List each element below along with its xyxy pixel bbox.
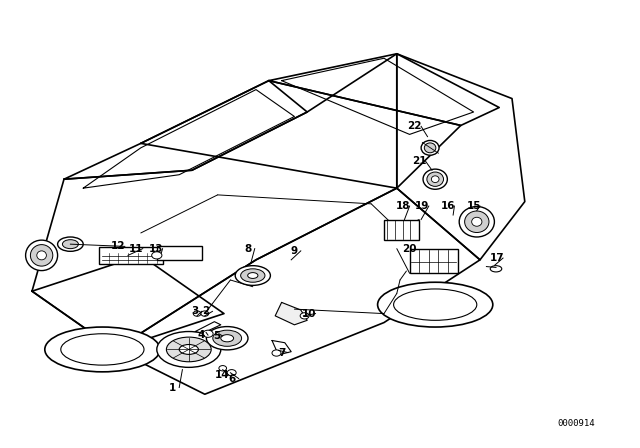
- Polygon shape: [269, 54, 499, 125]
- Text: 1: 1: [169, 383, 177, 392]
- Ellipse shape: [179, 345, 198, 354]
- Ellipse shape: [421, 141, 439, 155]
- Ellipse shape: [394, 289, 477, 320]
- Text: 18: 18: [396, 201, 410, 211]
- Circle shape: [219, 366, 227, 371]
- Circle shape: [227, 370, 236, 376]
- Text: 13: 13: [149, 244, 163, 254]
- FancyBboxPatch shape: [99, 247, 163, 264]
- FancyBboxPatch shape: [157, 246, 202, 260]
- Text: 12: 12: [111, 241, 125, 251]
- Ellipse shape: [206, 327, 248, 350]
- Ellipse shape: [58, 237, 83, 251]
- Circle shape: [203, 330, 213, 337]
- Ellipse shape: [37, 251, 46, 260]
- Text: 7: 7: [278, 348, 285, 358]
- Text: 11: 11: [129, 244, 143, 254]
- Ellipse shape: [465, 211, 489, 233]
- Text: 2: 2: [202, 306, 210, 316]
- Text: 9: 9: [291, 246, 298, 256]
- Ellipse shape: [431, 176, 439, 183]
- Ellipse shape: [221, 335, 234, 342]
- Ellipse shape: [166, 337, 211, 362]
- Ellipse shape: [460, 207, 495, 237]
- Ellipse shape: [472, 217, 482, 226]
- Ellipse shape: [63, 240, 79, 249]
- Polygon shape: [64, 81, 307, 179]
- Ellipse shape: [26, 240, 58, 271]
- Ellipse shape: [424, 143, 436, 153]
- Ellipse shape: [427, 172, 444, 186]
- Ellipse shape: [157, 332, 221, 367]
- Text: 15: 15: [467, 201, 481, 211]
- Text: 16: 16: [441, 201, 455, 211]
- Circle shape: [201, 311, 209, 316]
- Text: 6: 6: [228, 374, 236, 383]
- Text: 22: 22: [408, 121, 422, 131]
- Polygon shape: [275, 302, 307, 325]
- Ellipse shape: [490, 266, 502, 272]
- Polygon shape: [397, 54, 525, 260]
- Ellipse shape: [61, 334, 144, 365]
- Circle shape: [300, 313, 309, 319]
- Ellipse shape: [45, 327, 160, 372]
- Polygon shape: [141, 81, 461, 188]
- Text: 5: 5: [212, 331, 220, 341]
- Text: 4: 4: [198, 330, 205, 340]
- Circle shape: [272, 350, 281, 356]
- Ellipse shape: [248, 272, 258, 278]
- Circle shape: [193, 311, 201, 316]
- Text: 17: 17: [490, 253, 504, 263]
- Ellipse shape: [236, 266, 271, 285]
- Text: 0000914: 0000914: [557, 419, 595, 428]
- Ellipse shape: [423, 169, 447, 189]
- Polygon shape: [115, 188, 480, 394]
- Polygon shape: [32, 54, 397, 349]
- Ellipse shape: [378, 282, 493, 327]
- Circle shape: [152, 252, 162, 259]
- Text: 14: 14: [215, 370, 229, 380]
- FancyBboxPatch shape: [384, 220, 419, 240]
- Text: 20: 20: [403, 244, 417, 254]
- Ellipse shape: [31, 245, 53, 266]
- Ellipse shape: [241, 269, 265, 282]
- FancyBboxPatch shape: [410, 249, 458, 273]
- Polygon shape: [32, 255, 224, 349]
- Ellipse shape: [212, 330, 242, 346]
- Text: 10: 10: [302, 309, 316, 319]
- Text: 3: 3: [191, 306, 199, 316]
- Text: 8: 8: [244, 244, 252, 254]
- Text: 21: 21: [412, 156, 426, 166]
- Text: 19: 19: [415, 201, 429, 211]
